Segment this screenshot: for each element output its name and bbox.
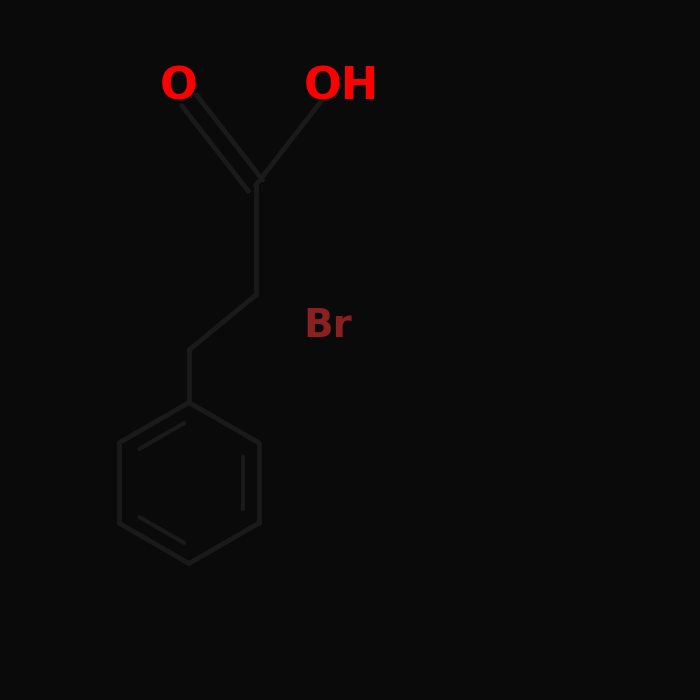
Text: Br: Br — [303, 307, 352, 345]
Text: O: O — [160, 66, 197, 109]
Text: OH: OH — [304, 66, 379, 109]
